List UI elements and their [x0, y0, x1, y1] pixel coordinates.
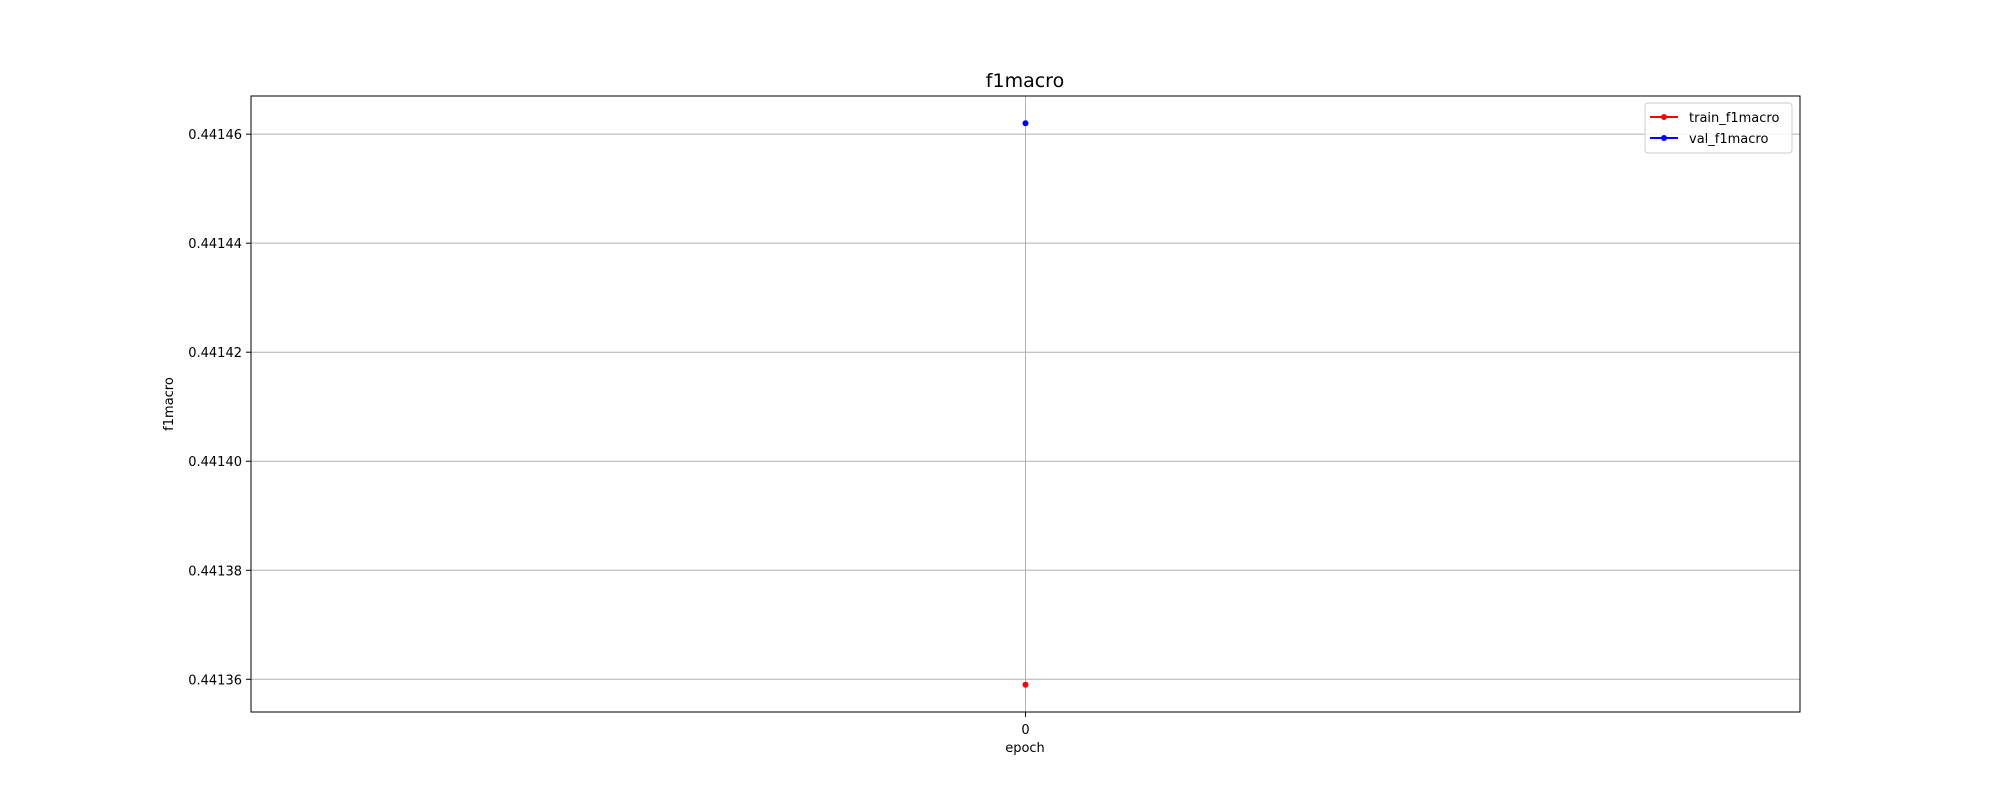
y-tick-label: 0.44140: [188, 455, 242, 470]
y-tick-label: 0.44146: [188, 128, 242, 143]
x-axis-label: epoch: [1005, 741, 1045, 756]
legend: train_f1macro val_f1macro: [1644, 102, 1793, 154]
axis-ticks: 0.44136 0.44138 0.44140 0.44142 0.44144 0.441…: [188, 128, 1029, 738]
val_f1macro-point: [1022, 120, 1029, 127]
train_f1macro-point: [1022, 681, 1029, 688]
x-tick-label: 0: [1021, 723, 1029, 738]
legend-marker-train_f1macro: [1661, 114, 1667, 120]
legend-box: [1644, 102, 1793, 154]
legend-label-train_f1macro: train_f1macro: [1689, 111, 1779, 126]
y-axis-label: f1macro: [162, 377, 177, 431]
y-tick-label: 0.44136: [188, 673, 242, 688]
grid-lines: [251, 96, 1800, 712]
chart-title: f1macro: [986, 70, 1064, 92]
y-tick-label: 0.44138: [188, 564, 242, 579]
series-layer: [1022, 120, 1029, 688]
legend-label-val_f1macro: val_f1macro: [1689, 132, 1768, 147]
legend-marker-val_f1macro: [1661, 135, 1667, 141]
y-tick-label: 0.44144: [188, 237, 242, 252]
y-tick-label: 0.44142: [188, 346, 242, 361]
